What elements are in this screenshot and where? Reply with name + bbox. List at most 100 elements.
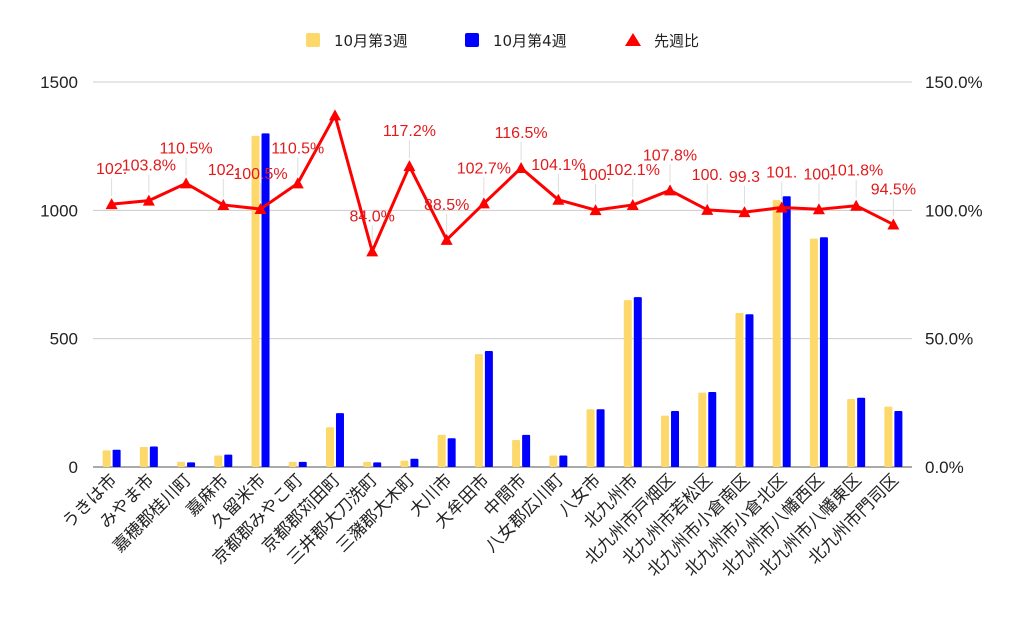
line-series [105, 109, 900, 257]
ratio-marker [217, 198, 230, 210]
bar-week4 [819, 237, 828, 467]
ratio-marker [440, 233, 453, 245]
ratio-marker [552, 193, 565, 205]
bar-week4 [298, 461, 307, 467]
bar-week3 [623, 300, 632, 467]
category-labels: うきは市みやま市嘉穂郡桂川町嘉麻市久留米市京都郡みやこ町京都郡苅田町三井郡大刀洗… [59, 470, 903, 580]
ratio-data-label: 107.8% [643, 147, 697, 164]
left-tick-label: 1000 [40, 201, 78, 220]
left-tick-label: 1500 [40, 73, 78, 92]
legend-label-ratio: 先週比 [654, 32, 699, 50]
ratio-data-label: 102.7% [457, 160, 511, 177]
right-tick-label: 150.0% [925, 73, 983, 92]
ratio-marker [105, 198, 118, 210]
left-tick-label: 500 [50, 330, 78, 349]
bar-week3 [251, 135, 260, 467]
data-labels: 102.103.8%110.5%102.100.5%110.5%84.0%117… [96, 123, 916, 244]
bar-week4 [633, 297, 642, 467]
ratio-data-label: 101.8% [829, 163, 883, 180]
ratio-marker [701, 203, 714, 215]
ratio-marker [291, 177, 304, 189]
ratio-data-label: 88.5% [424, 197, 469, 214]
ratio-data-label: 94.5% [871, 181, 916, 198]
bar-week3 [772, 200, 781, 468]
bar-week3 [847, 398, 856, 467]
bar-week4 [410, 458, 419, 467]
bar-week4 [373, 462, 382, 467]
ratio-data-label: 101. [766, 165, 797, 182]
bar-week3 [437, 434, 446, 467]
right-axis-ticks: 0.0% 50.0% 100.0% 150.0% [925, 73, 983, 477]
bar-week4 [596, 409, 605, 467]
bar-week4 [187, 462, 196, 467]
ratio-line [111, 113, 895, 253]
ratio-marker [850, 199, 863, 211]
ratio-data-label: 100. [803, 166, 834, 183]
bar-week3 [102, 450, 111, 467]
ratio-marker [403, 160, 416, 172]
ratio-data-label: 84.0% [350, 208, 395, 225]
ratio-marker [887, 218, 900, 230]
ratio-data-label: 100. [692, 167, 723, 184]
ratio-data-label: 102.1% [606, 162, 660, 179]
legend-swatch-week3 [306, 33, 320, 47]
legend-label-week3: 10月第3週 [334, 32, 408, 50]
bar-week4 [149, 446, 158, 467]
ratio-marker [515, 161, 528, 173]
ratio-marker [142, 194, 155, 206]
ratio-marker [738, 206, 751, 218]
bar-week3 [549, 455, 558, 467]
right-tick-label: 100.0% [925, 201, 983, 220]
ratio-data-label: 117.2% [383, 123, 436, 140]
left-tick-label: 0 [69, 458, 78, 477]
bar-series [102, 133, 903, 468]
bar-week4 [671, 411, 680, 467]
bar-week3 [661, 415, 670, 467]
bar-week4 [224, 454, 233, 467]
ratio-data-label: 102. [96, 161, 127, 178]
ratio-data-label: 102. [208, 162, 239, 179]
bar-week3 [474, 354, 483, 467]
bar-week3 [586, 409, 595, 467]
right-tick-label: 50.0% [925, 330, 973, 349]
ratio-data-label: 116.5% [495, 125, 548, 142]
bar-week4 [522, 434, 531, 467]
ratio-data-label: 100. [580, 167, 611, 184]
bar-week4 [261, 133, 270, 468]
left-axis-ticks: 0 500 1000 1500 [40, 73, 78, 477]
bar-week3 [735, 313, 744, 467]
bar-week4 [857, 397, 866, 467]
legend-swatch-week4 [465, 33, 479, 47]
legend: 10月第3週 10月第4週 先週比 [306, 32, 699, 50]
bar-week4 [335, 413, 344, 467]
ratio-data-label: 100.5% [233, 166, 287, 183]
bar-week3 [325, 427, 334, 467]
legend-marker-ratio [625, 33, 641, 46]
bar-week3 [214, 455, 223, 467]
bar-week4 [112, 449, 121, 467]
bar-week4 [894, 411, 903, 467]
bar-week3 [809, 238, 818, 467]
ratio-marker [812, 203, 825, 215]
ratio-marker [589, 204, 602, 216]
ratio-data-label: 104.1% [531, 157, 585, 174]
bar-week3 [884, 406, 893, 467]
ratio-data-label: 110.5% [271, 140, 324, 157]
bar-week3 [139, 446, 148, 467]
bar-week3 [177, 461, 186, 467]
bar-week4 [745, 314, 754, 467]
bar-week4 [484, 350, 493, 467]
ratio-data-label: 99.3 [729, 169, 760, 186]
bar-week3 [698, 392, 707, 467]
ratio-marker [328, 109, 341, 121]
bar-week3 [288, 461, 297, 467]
ratio-marker [664, 184, 677, 196]
right-tick-label: 0.0% [925, 458, 964, 477]
ratio-marker [477, 197, 490, 209]
bar-week3 [363, 461, 372, 467]
bar-week3 [400, 460, 409, 467]
bar-week3 [512, 440, 521, 467]
ratio-data-label: 103.8% [122, 158, 176, 175]
ratio-marker [254, 203, 267, 215]
